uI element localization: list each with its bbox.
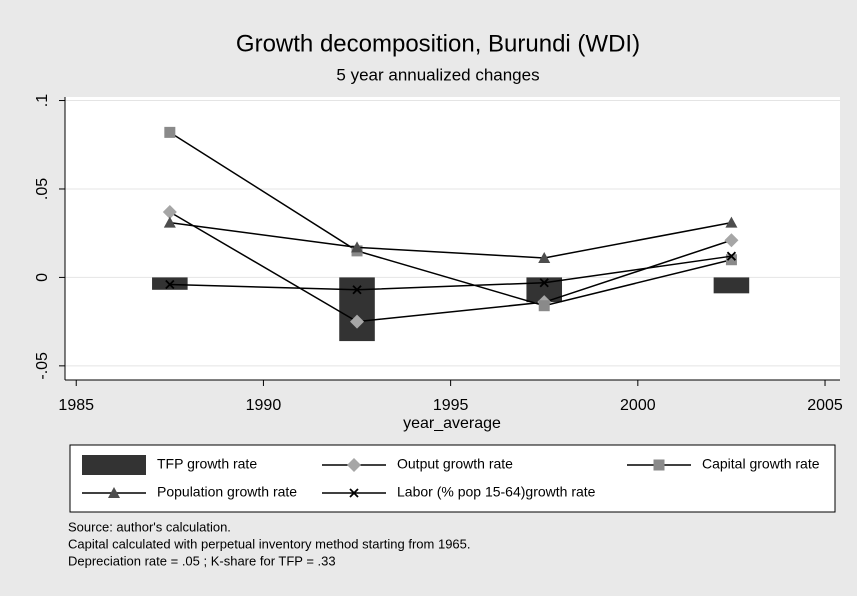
point: [163, 216, 176, 228]
legend-marker: [349, 488, 359, 498]
y-tick-label: .1: [34, 94, 51, 107]
legend-swatch: [82, 455, 146, 475]
point: [538, 300, 550, 312]
x-tick-label: 1995: [433, 397, 469, 414]
note: Source: author's calculation.: [68, 519, 231, 534]
chart-title: Growth decomposition, Burundi (WDI): [236, 30, 640, 57]
legend-label: Labor (% pop 15-64)growth rate: [397, 484, 596, 500]
series-line: [169, 211, 732, 323]
point: [539, 278, 549, 288]
point: [351, 241, 364, 253]
legend-marker: [347, 458, 361, 472]
point: [350, 314, 365, 329]
point: [165, 279, 175, 290]
bar: [713, 277, 750, 294]
point: [164, 126, 176, 138]
series-line: [169, 255, 732, 291]
point: [725, 254, 737, 266]
legend-label: Capital growth rate: [702, 456, 820, 472]
series-line: [169, 131, 732, 307]
note: Depreciation rate = .05 ; K-share for TF…: [68, 553, 336, 568]
point: [162, 204, 177, 219]
x-axis-title: year_average: [403, 415, 501, 432]
legend-label: TFP growth rate: [157, 456, 257, 472]
legend: [69, 444, 836, 513]
plot-area: [65, 97, 840, 380]
point: [538, 251, 551, 263]
note: Capital calculated with perpetual invent…: [68, 536, 471, 551]
y-tick-label: -.05: [34, 352, 51, 380]
point: [724, 233, 739, 248]
y-tick-label: .05: [34, 178, 51, 200]
chart-subtitle: 5 year annualized changes: [336, 65, 539, 84]
x-tick-label: 1990: [246, 397, 282, 414]
legend-label: Output growth rate: [397, 456, 513, 472]
x-tick-label: 2000: [620, 397, 656, 414]
legend-label: Population growth rate: [157, 484, 297, 500]
bar: [339, 277, 375, 342]
y-tick-label: 0: [34, 273, 51, 282]
point: [726, 251, 737, 261]
series-line: [169, 221, 732, 259]
point: [725, 216, 738, 228]
x-tick-label: 2005: [807, 397, 843, 414]
legend-marker: [653, 459, 665, 471]
point: [352, 285, 362, 295]
legend-marker: [108, 487, 120, 498]
x-tick-label: 1985: [58, 397, 94, 414]
